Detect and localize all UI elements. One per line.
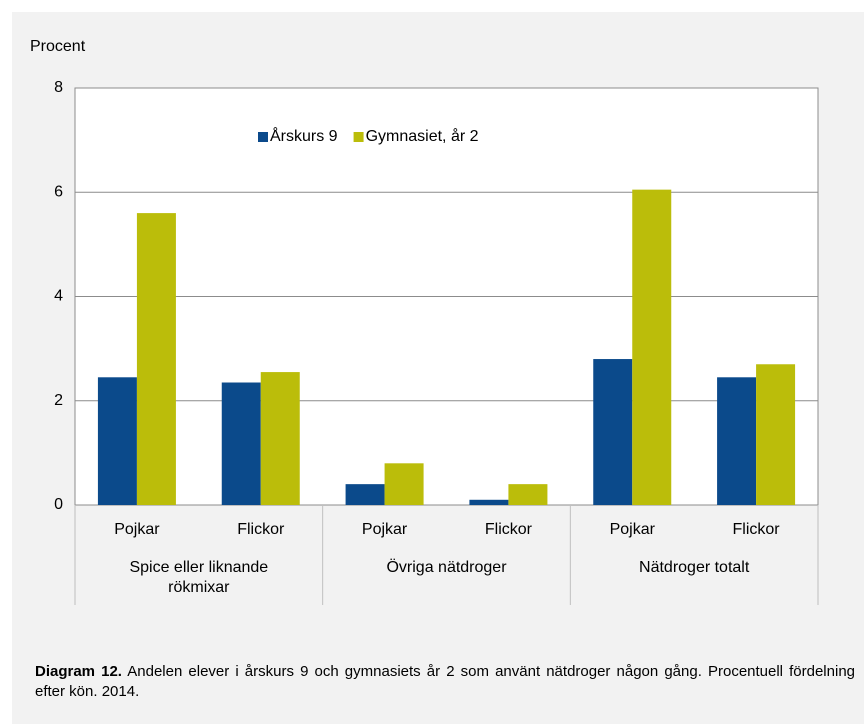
caption: Diagram 12. Andelen elever i årskurs 9 o… (35, 662, 855, 702)
y-tick-label: 2 (54, 392, 63, 409)
y-tick-label: 8 (54, 79, 63, 96)
x-tick-label: Flickor (237, 521, 285, 538)
bar (97, 377, 137, 505)
x-tick-label: Flickor (733, 521, 781, 538)
y-tick-label: 6 (54, 183, 63, 200)
group-label: Övriga nätdroger (386, 559, 507, 576)
y-tick-label: 4 (54, 288, 63, 305)
legend-label: Årskurs 9 (270, 126, 338, 145)
bar (508, 484, 548, 505)
legend-label: Gymnasiet, år 2 (366, 127, 479, 145)
bar (717, 377, 757, 505)
bar (469, 499, 509, 505)
legend-swatch (353, 132, 364, 142)
x-tick-label: Flickor (485, 521, 533, 538)
x-tick-label: Pojkar (362, 521, 408, 538)
caption-text: Andelen elever i årskurs 9 och gymnasiet… (35, 663, 855, 700)
bar (384, 463, 424, 505)
legend-swatch (258, 132, 268, 142)
group-label: Spice eller liknande rökmixar (129, 559, 269, 596)
bar (756, 364, 796, 505)
caption-label: Diagram 12. (35, 663, 122, 680)
bar (632, 189, 672, 506)
bar (593, 359, 633, 505)
bar (345, 484, 385, 505)
group-label: Nätdroger totalt (639, 559, 750, 576)
y-tick-label: 0 (54, 496, 63, 513)
x-tick-label: Pojkar (114, 521, 160, 538)
x-tick-label: Pojkar (610, 521, 656, 538)
bar (221, 382, 261, 505)
bar (260, 372, 300, 505)
y-axis-label: Procent (30, 38, 86, 55)
bar (136, 213, 176, 505)
